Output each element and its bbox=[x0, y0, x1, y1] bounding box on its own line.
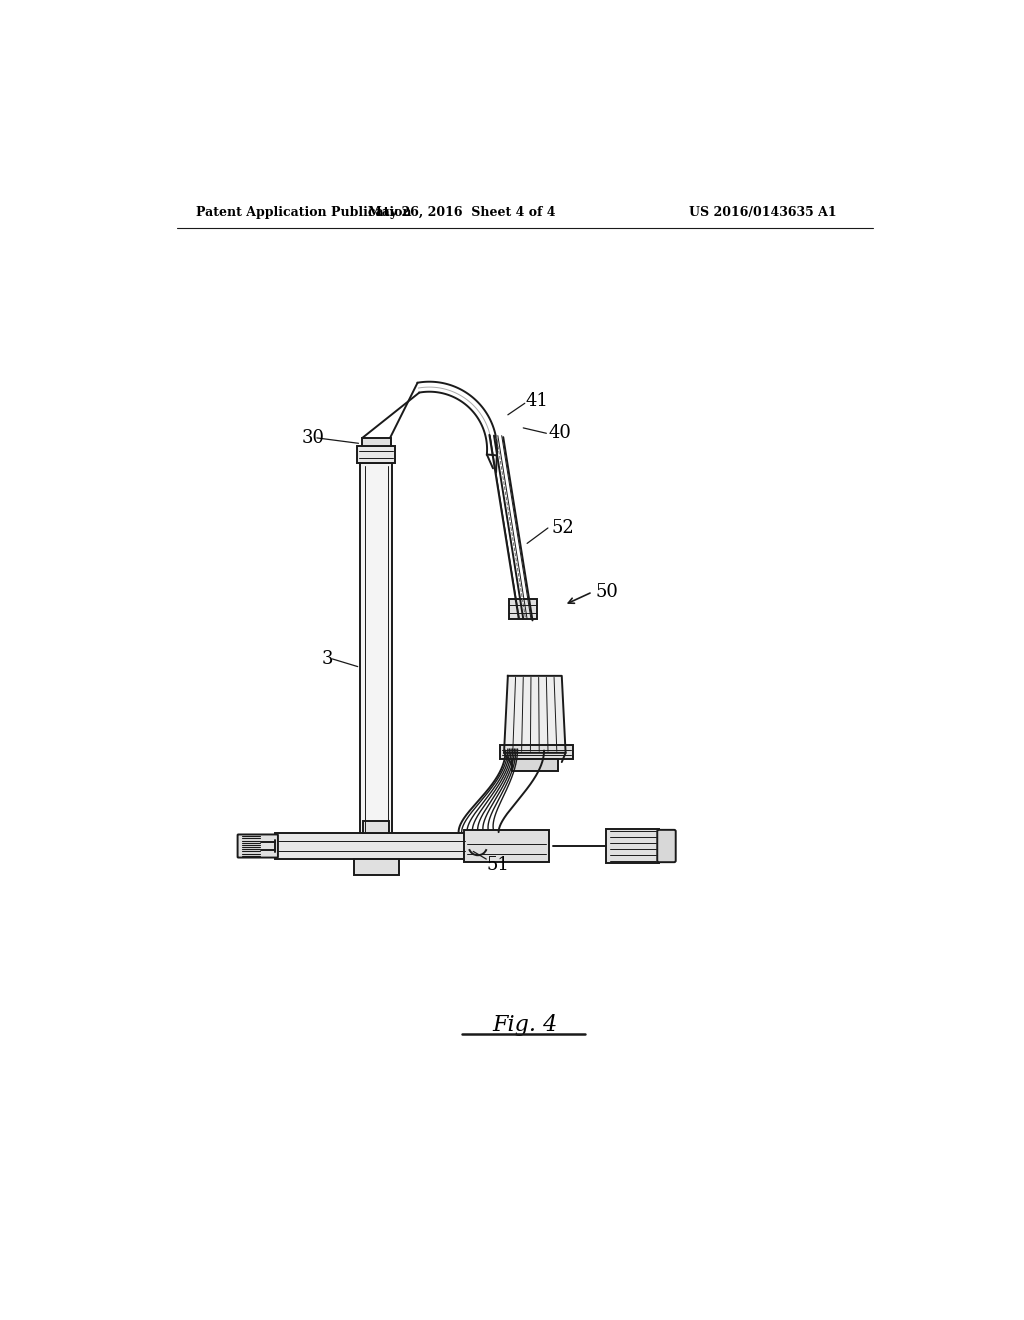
Bar bbox=[357, 446, 395, 462]
Bar bbox=[275, 833, 468, 859]
Text: 52: 52 bbox=[552, 519, 574, 537]
Text: 51: 51 bbox=[486, 857, 509, 874]
Text: Patent Application Publication: Patent Application Publication bbox=[196, 206, 412, 219]
Bar bbox=[512, 759, 558, 771]
FancyBboxPatch shape bbox=[238, 834, 278, 858]
Bar bbox=[361, 438, 391, 446]
Bar bbox=[354, 859, 398, 875]
FancyBboxPatch shape bbox=[657, 830, 676, 862]
Text: Fig. 4: Fig. 4 bbox=[493, 1014, 557, 1036]
Bar bbox=[464, 830, 549, 862]
Text: 50: 50 bbox=[596, 583, 618, 601]
Bar bbox=[360, 462, 392, 836]
Text: 3: 3 bbox=[322, 649, 333, 668]
Text: 30: 30 bbox=[301, 429, 325, 447]
Bar bbox=[606, 829, 658, 863]
Polygon shape bbox=[504, 676, 565, 752]
Bar bbox=[364, 821, 389, 833]
Bar bbox=[500, 744, 573, 759]
Text: 41: 41 bbox=[525, 392, 549, 411]
Text: May 26, 2016  Sheet 4 of 4: May 26, 2016 Sheet 4 of 4 bbox=[368, 206, 555, 219]
Text: US 2016/0143635 A1: US 2016/0143635 A1 bbox=[689, 206, 837, 219]
Bar bbox=[509, 599, 538, 619]
Text: 40: 40 bbox=[549, 424, 571, 442]
